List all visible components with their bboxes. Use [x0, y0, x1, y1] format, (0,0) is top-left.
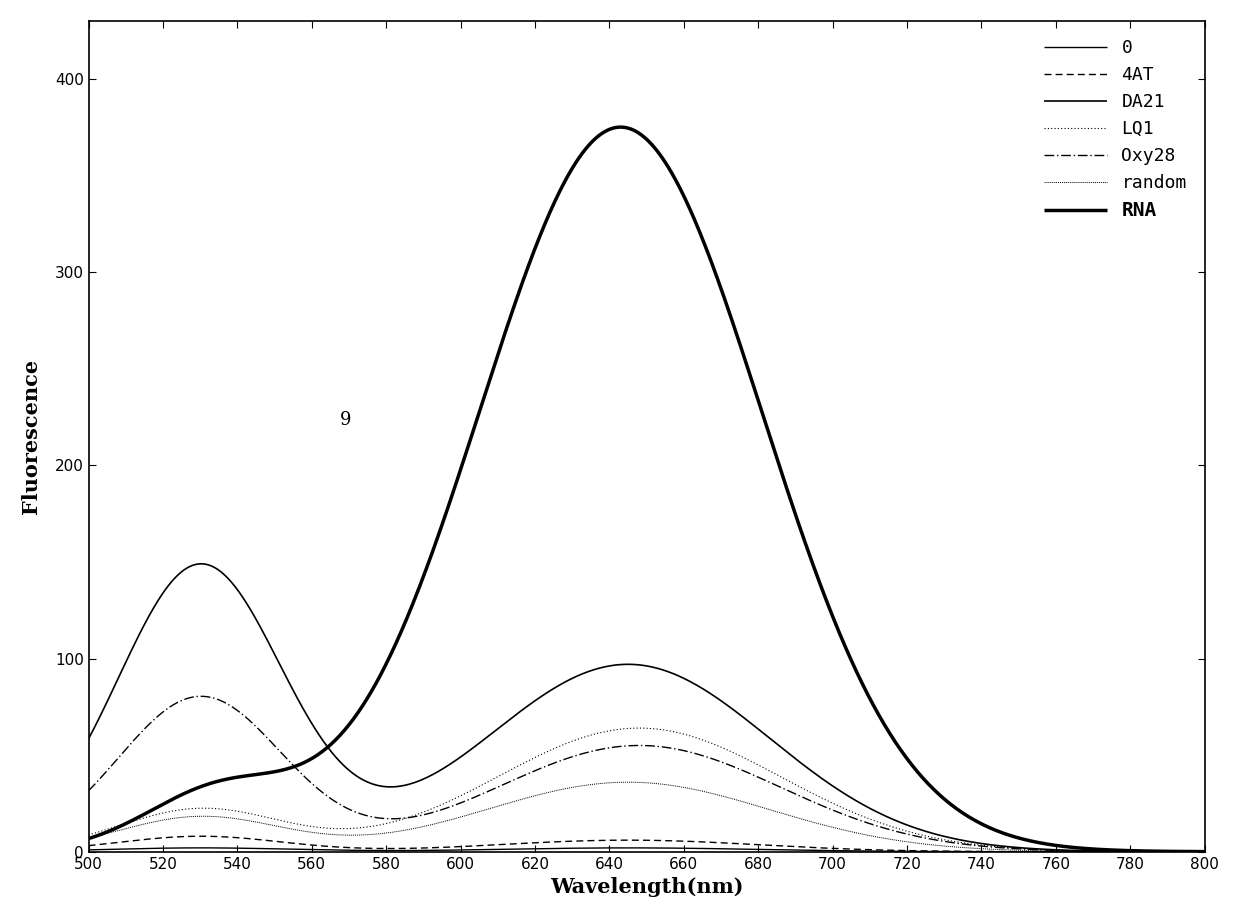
Oxy28 [574, 748, 589, 759]
random [972, 843, 987, 854]
random [532, 789, 547, 800]
DA21 [193, 558, 208, 569]
LQ1 [1198, 846, 1213, 857]
0 [81, 845, 95, 856]
Y-axis label: Fluorescence: Fluorescence [21, 359, 41, 514]
random [952, 842, 967, 853]
RNA [952, 806, 967, 817]
Text: 9: 9 [340, 410, 351, 429]
4AT [81, 840, 95, 851]
RNA [1198, 846, 1213, 857]
DA21 [196, 558, 211, 569]
LQ1 [195, 802, 210, 813]
Line: 0: 0 [88, 848, 1205, 852]
LQ1 [81, 829, 95, 840]
Line: DA21: DA21 [88, 564, 1205, 852]
Oxy28 [848, 813, 863, 824]
random [195, 811, 210, 822]
random [1198, 846, 1213, 857]
Oxy28 [952, 838, 967, 849]
RNA [573, 151, 588, 162]
DA21 [972, 838, 987, 849]
0 [848, 845, 863, 856]
LQ1 [848, 808, 863, 819]
LQ1 [573, 733, 588, 744]
4AT [1198, 846, 1213, 857]
Line: Oxy28: Oxy28 [88, 696, 1205, 852]
RNA [848, 666, 863, 677]
RNA [81, 834, 95, 845]
0 [193, 843, 208, 854]
Oxy28 [533, 763, 548, 774]
random [848, 827, 863, 838]
random [573, 780, 588, 791]
Line: RNA: RNA [88, 127, 1205, 852]
DA21 [81, 733, 95, 744]
0 [952, 846, 967, 857]
Line: LQ1: LQ1 [88, 728, 1205, 852]
Line: 4AT: 4AT [88, 836, 1205, 852]
DA21 [574, 669, 589, 680]
X-axis label: Wavelength(nm): Wavelength(nm) [549, 878, 744, 897]
0 [972, 846, 987, 857]
Line: random: random [88, 782, 1205, 852]
4AT [574, 835, 589, 846]
DA21 [848, 795, 863, 806]
0 [533, 843, 548, 854]
DA21 [1198, 846, 1213, 857]
Oxy28 [196, 691, 211, 702]
Oxy28 [1198, 846, 1213, 857]
LQ1 [972, 839, 987, 850]
4AT [193, 831, 208, 842]
RNA [195, 780, 210, 791]
DA21 [533, 691, 548, 702]
LQ1 [632, 722, 647, 733]
Oxy28 [972, 841, 987, 852]
4AT [533, 837, 548, 848]
4AT [972, 846, 987, 857]
LQ1 [532, 750, 547, 761]
LQ1 [952, 837, 967, 848]
0 [1198, 846, 1213, 857]
Legend: 0, 4AT, DA21, LQ1, Oxy28, random, RNA: 0, 4AT, DA21, LQ1, Oxy28, random, RNA [1034, 30, 1195, 230]
RNA [532, 230, 547, 241]
4AT [196, 831, 211, 842]
0 [574, 843, 589, 854]
random [81, 833, 95, 844]
4AT [848, 844, 863, 855]
RNA [613, 121, 627, 132]
0 [196, 843, 211, 854]
Oxy28 [193, 690, 208, 701]
4AT [952, 845, 967, 856]
RNA [972, 818, 987, 829]
random [621, 777, 636, 788]
DA21 [952, 834, 967, 845]
Oxy28 [81, 785, 95, 796]
